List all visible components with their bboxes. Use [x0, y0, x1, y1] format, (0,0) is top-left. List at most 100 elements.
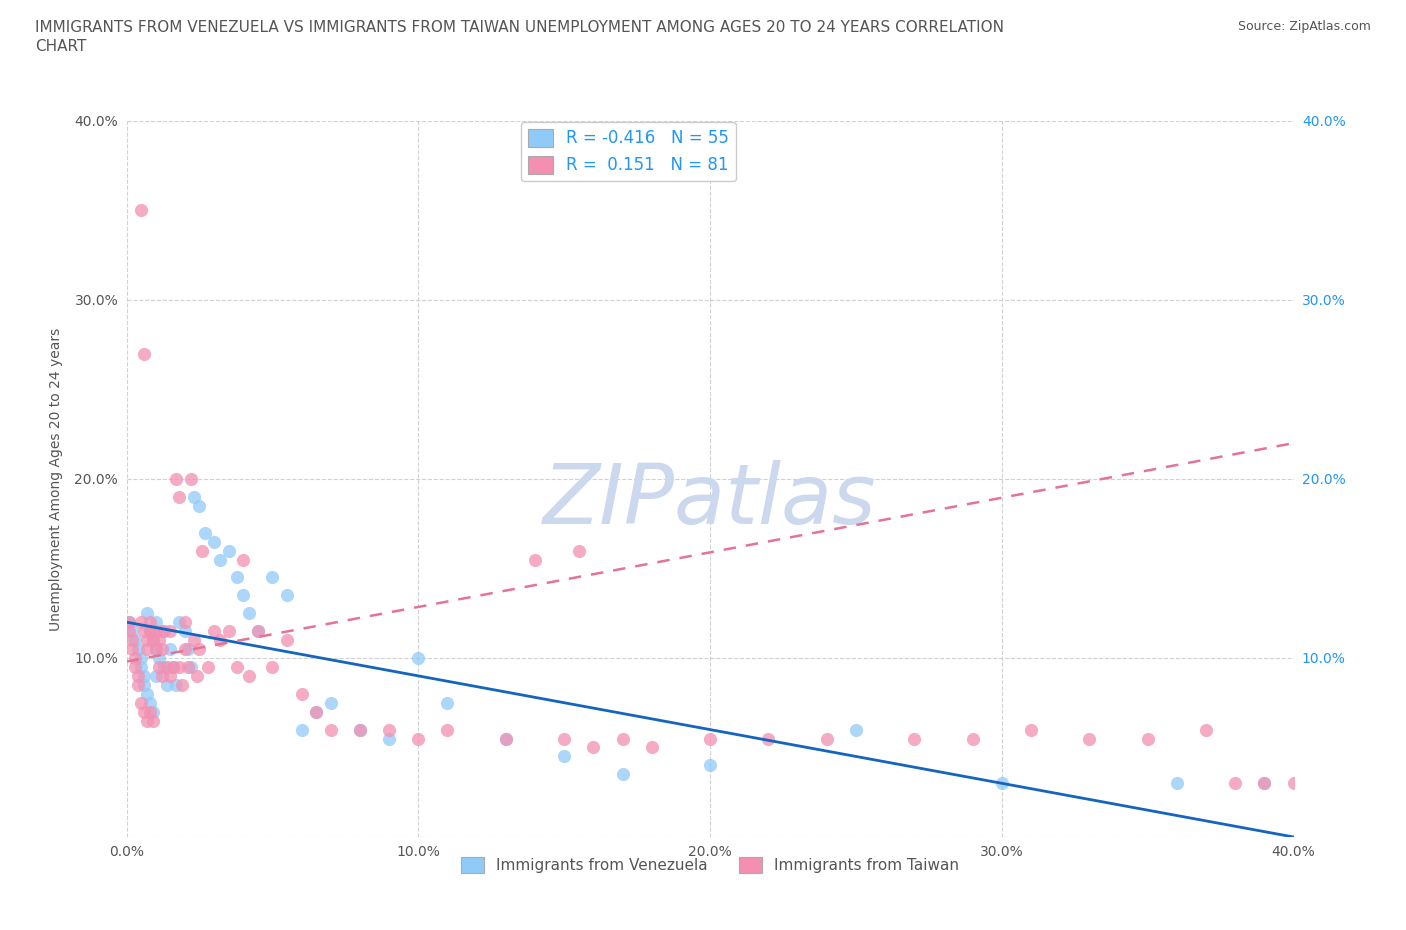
- Point: [378, 722, 401, 737]
- Point: [153, 659, 176, 674]
- Point: [436, 722, 458, 737]
- Point: [167, 489, 190, 504]
- Point: [156, 659, 179, 674]
- Point: [127, 642, 149, 657]
- Point: [132, 669, 155, 684]
- Point: [127, 669, 149, 684]
- Point: [139, 615, 162, 630]
- Point: [167, 615, 190, 630]
- Point: [132, 346, 155, 361]
- Point: [159, 669, 181, 684]
- Point: [136, 605, 159, 620]
- Point: [226, 570, 249, 585]
- Point: [349, 722, 371, 737]
- Point: [1136, 731, 1159, 746]
- Point: [148, 659, 170, 674]
- Point: [145, 615, 167, 630]
- Point: [121, 642, 143, 657]
- Point: [142, 632, 165, 647]
- Text: CHART: CHART: [35, 39, 87, 54]
- Point: [640, 740, 664, 755]
- Text: ZIPatlas: ZIPatlas: [543, 460, 877, 541]
- Point: [136, 632, 159, 647]
- Point: [246, 624, 269, 639]
- Point: [132, 624, 155, 639]
- Point: [246, 624, 269, 639]
- Point: [165, 677, 187, 692]
- Point: [305, 704, 328, 719]
- Point: [150, 669, 173, 684]
- Text: IMMIGRANTS FROM VENEZUELA VS IMMIGRANTS FROM TAIWAN UNEMPLOYMENT AMONG AGES 20 T: IMMIGRANTS FROM VENEZUELA VS IMMIGRANTS …: [35, 20, 1004, 35]
- Point: [262, 570, 284, 585]
- Point: [118, 615, 141, 630]
- Point: [553, 749, 575, 764]
- Point: [177, 659, 200, 674]
- Point: [226, 659, 249, 674]
- Point: [129, 659, 152, 674]
- Point: [218, 543, 240, 558]
- Point: [276, 588, 298, 603]
- Point: [132, 704, 155, 719]
- Point: [129, 696, 152, 711]
- Point: [150, 624, 173, 639]
- Point: [262, 659, 284, 674]
- Point: [124, 659, 146, 674]
- Point: [142, 704, 165, 719]
- Point: [132, 677, 155, 692]
- Point: [124, 632, 146, 647]
- Point: [142, 713, 165, 728]
- Point: [191, 543, 214, 558]
- Point: [845, 722, 868, 737]
- Point: [183, 632, 205, 647]
- Point: [319, 722, 342, 737]
- Point: [165, 472, 187, 486]
- Point: [990, 776, 1012, 790]
- Point: [218, 624, 240, 639]
- Point: [276, 632, 298, 647]
- Point: [568, 543, 591, 558]
- Point: [118, 624, 141, 639]
- Point: [349, 722, 371, 737]
- Point: [232, 588, 254, 603]
- Point: [612, 731, 634, 746]
- Point: [121, 624, 143, 639]
- Point: [162, 659, 184, 674]
- Point: [495, 731, 517, 746]
- Point: [1223, 776, 1246, 790]
- Point: [553, 731, 575, 746]
- Point: [1253, 776, 1275, 790]
- Point: [962, 731, 984, 746]
- Point: [129, 615, 152, 630]
- Point: [202, 624, 225, 639]
- Point: [197, 659, 219, 674]
- Point: [188, 498, 211, 513]
- Point: [124, 651, 146, 666]
- Point: [136, 686, 159, 701]
- Point: [118, 615, 141, 630]
- Point: [1019, 722, 1042, 737]
- Point: [174, 642, 197, 657]
- Point: [188, 642, 211, 657]
- Point: [194, 525, 217, 540]
- Point: [174, 615, 197, 630]
- Point: [305, 704, 328, 719]
- Point: [129, 203, 152, 218]
- Point: [148, 632, 170, 647]
- Point: [582, 740, 605, 755]
- Point: [903, 731, 925, 746]
- Point: [183, 489, 205, 504]
- Point: [408, 731, 430, 746]
- Point: [699, 731, 721, 746]
- Point: [208, 632, 231, 647]
- Point: [170, 677, 193, 692]
- Point: [177, 642, 200, 657]
- Point: [238, 605, 260, 620]
- Point: [1282, 776, 1305, 790]
- Point: [180, 472, 202, 486]
- Legend: Immigrants from Venezuela, Immigrants from Taiwan: Immigrants from Venezuela, Immigrants fr…: [456, 851, 965, 880]
- Point: [139, 696, 162, 711]
- Point: [1166, 776, 1188, 790]
- Point: [145, 642, 167, 657]
- Point: [232, 552, 254, 567]
- Point: [129, 651, 152, 666]
